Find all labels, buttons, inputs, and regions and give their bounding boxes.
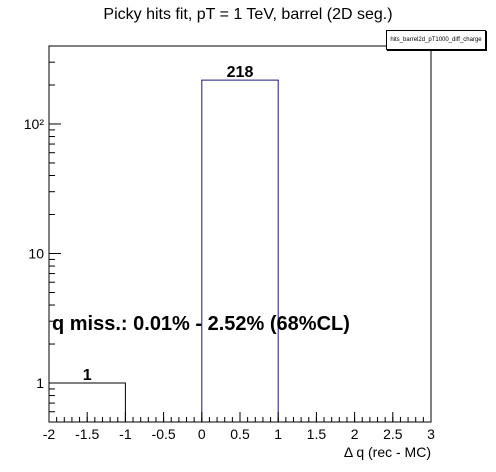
histogram-bin-0 bbox=[49, 382, 126, 422]
histogram-bin-2 bbox=[201, 79, 279, 422]
x-axis-label: Δ q (rec - MC) bbox=[344, 444, 431, 460]
x-tick-label: 2.5 bbox=[383, 426, 403, 442]
x-tick-label: 0 bbox=[198, 426, 206, 442]
chart-title: Picky hits fit, pT = 1 TeV, barrel (2D s… bbox=[103, 6, 393, 23]
y-tick-label: 10 bbox=[28, 245, 44, 261]
x-tick-label: -2 bbox=[43, 426, 56, 442]
y-tick-label: 10² bbox=[24, 116, 45, 132]
y-tick-label: 1 bbox=[36, 375, 44, 391]
x-tick-label: -1.5 bbox=[75, 426, 99, 442]
x-tick-label: 2 bbox=[351, 426, 359, 442]
x-tick-label: 3 bbox=[427, 426, 435, 442]
plot-frame bbox=[48, 45, 432, 423]
x-tick-label: -0.5 bbox=[152, 426, 176, 442]
bin-label-2: 218 bbox=[227, 64, 254, 81]
x-tick-label: 1.5 bbox=[307, 426, 327, 442]
x-tick-label: 0.5 bbox=[230, 426, 250, 442]
x-tick-label: 1 bbox=[274, 426, 282, 442]
bin-label-0: 1 bbox=[83, 367, 92, 384]
stat-box: hits_barrel2d_pT1000_diff_charge bbox=[386, 30, 486, 50]
x-tick-label: -1 bbox=[119, 426, 132, 442]
efficiency-annotation: q miss.: 0.01% - 2.52% (68%CL) bbox=[52, 313, 350, 335]
